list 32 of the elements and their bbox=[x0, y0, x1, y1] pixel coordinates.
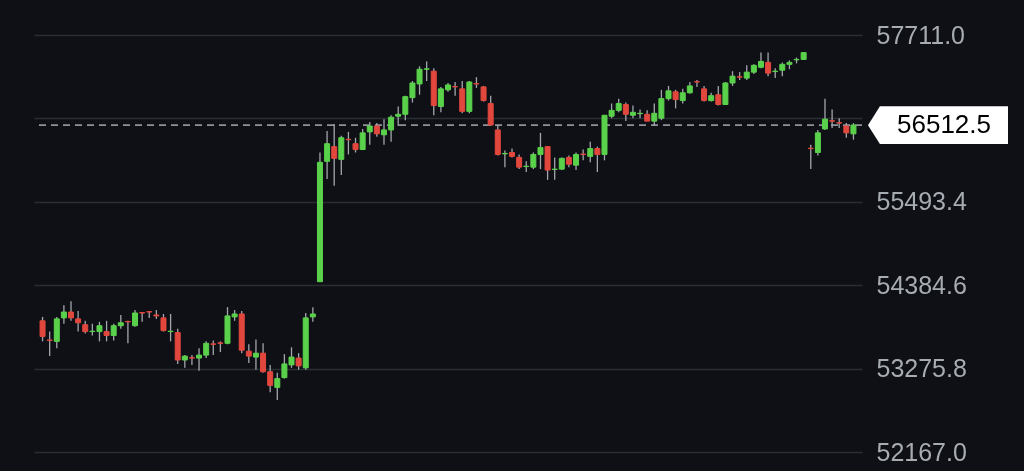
y-tick-label: 57711.0 bbox=[876, 20, 966, 49]
candlestick bbox=[46, 330, 53, 357]
candlestick bbox=[487, 95, 494, 127]
candlestick bbox=[338, 135, 345, 176]
candlestick bbox=[814, 129, 821, 157]
candlestick bbox=[188, 354, 195, 366]
y-tick-label: 55493.4 bbox=[876, 187, 967, 216]
candlestick bbox=[587, 141, 594, 163]
candlestick bbox=[345, 131, 352, 156]
candlestick bbox=[252, 338, 259, 371]
ref-line-label: 56512.5 bbox=[897, 109, 991, 140]
candlestick bbox=[821, 97, 828, 131]
candlestick bbox=[594, 145, 601, 173]
candlestick bbox=[103, 320, 110, 343]
candlestick bbox=[167, 313, 174, 343]
candlestick bbox=[672, 89, 679, 110]
candlestick bbox=[324, 130, 331, 180]
candlestick bbox=[693, 79, 700, 88]
candlestick bbox=[245, 343, 252, 364]
candlestick bbox=[331, 123, 338, 187]
candlestick bbox=[580, 148, 587, 161]
candlestick bbox=[544, 145, 551, 181]
candlestick bbox=[274, 372, 281, 401]
candlestick bbox=[829, 108, 836, 129]
candlestick bbox=[765, 51, 772, 77]
y-tick-label: 53275.8 bbox=[876, 354, 967, 383]
candlestick bbox=[622, 101, 629, 122]
y-tick-label: 52167.0 bbox=[876, 437, 967, 466]
y-tick-label: 54384.6 bbox=[876, 270, 967, 299]
candlestick bbox=[452, 81, 459, 97]
candlestick bbox=[39, 316, 46, 343]
candlestick bbox=[459, 80, 466, 114]
